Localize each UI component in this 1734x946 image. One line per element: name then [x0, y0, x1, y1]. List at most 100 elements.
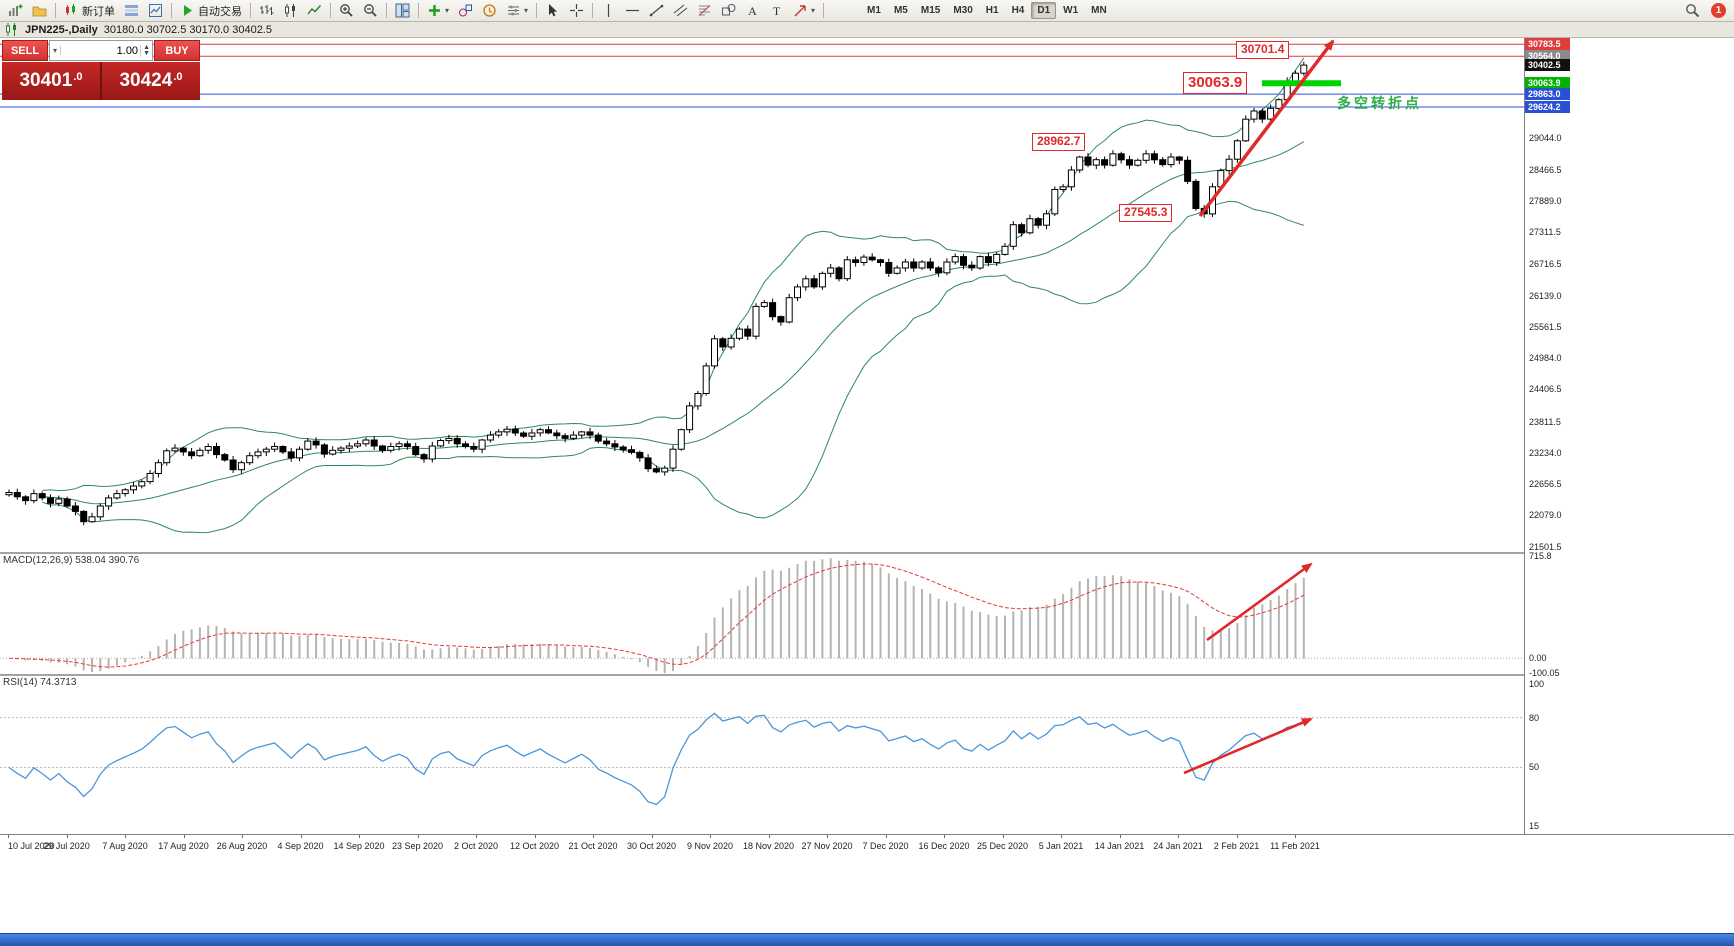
timeframe-m5-button[interactable]: M5 — [888, 2, 914, 19]
time-axis-tick — [8, 835, 9, 838]
volume-input[interactable] — [61, 44, 141, 57]
new-chart-icon — [8, 3, 23, 18]
timeframe-w1-button[interactable]: W1 — [1057, 2, 1084, 19]
toolbar-separator — [592, 3, 594, 18]
toolbar-equidistant-channel-button[interactable] — [669, 1, 692, 20]
time-axis-tick — [768, 835, 770, 838]
price-axis-label: 29044.0 — [1529, 133, 1562, 144]
sell-price-button[interactable]: 30401.0 — [2, 62, 100, 100]
text-icon: A — [745, 3, 760, 18]
price-axis-label: 22656.5 — [1529, 479, 1562, 490]
toolbar-line-chart-button[interactable] — [303, 1, 326, 20]
timeframe-h4-button[interactable]: H4 — [1006, 2, 1031, 19]
volume-increase-icon[interactable]: ▲ — [143, 43, 150, 51]
toolbar-crosshair-button[interactable] — [565, 1, 588, 20]
timeframe-d1-button[interactable]: D1 — [1031, 2, 1057, 19]
dropdown-caret-icon: ▾ — [445, 6, 450, 15]
time-axis-label: 21 Oct 2020 — [568, 841, 618, 851]
equidistant-channel-icon — [673, 3, 688, 18]
price-tag: 29863.0 — [1525, 88, 1570, 101]
panel-splitter[interactable] — [0, 552, 1734, 554]
notification-badge[interactable]: 1 — [1711, 3, 1726, 18]
toolbar-cursor-button[interactable] — [541, 1, 564, 20]
timeframe-m30-button[interactable]: M30 — [947, 2, 978, 19]
time-axis-label: 14 Jan 2021 — [1094, 841, 1145, 851]
macd-canvas[interactable] — [0, 554, 1524, 674]
time-axis-tick — [1295, 835, 1296, 838]
toolbar-shapes-button[interactable] — [717, 1, 740, 20]
toolbar-indicators-button[interactable]: ▾ — [423, 1, 453, 20]
time-axis-tick — [1178, 835, 1179, 838]
toolbar-profiles-button[interactable] — [28, 1, 51, 20]
time-axis-tick — [417, 835, 419, 838]
toolbar-fibonacci-button[interactable] — [693, 1, 716, 20]
time-axis-label: 26 Aug 2020 — [216, 841, 268, 851]
time-axis-label: 4 Sep 2020 — [277, 841, 324, 851]
profiles-icon — [32, 3, 47, 18]
rsi-axis-label: 80 — [1529, 712, 1540, 723]
svg-text:T: T — [773, 4, 781, 18]
chart-window-title-bar: JPN225-,Daily 30180.0 30702.5 30170.0 30… — [0, 22, 1734, 38]
time-axis-label: 29 Jul 2020 — [43, 841, 90, 851]
toolbar-bar-chart-button[interactable] — [255, 1, 278, 20]
toolbar-separator — [823, 3, 825, 18]
symbol-period-label: JPN225-,Daily — [25, 23, 98, 36]
buy-price-button[interactable]: 30424.0 — [102, 62, 200, 100]
toolbar-trendline-button[interactable] — [645, 1, 668, 20]
toolbar-text-label-button[interactable]: T — [765, 1, 788, 20]
toolbar-clock-button[interactable] — [478, 1, 501, 20]
search-button[interactable] — [1681, 1, 1704, 20]
toolbar-zoom-out-button[interactable] — [359, 1, 382, 20]
main-toolbar: 新订单 自动交易 ▾ ▾ A T ▾ M1 M5 M15 M30 H1 H4 D1 W1 MN 1 — [0, 0, 1734, 22]
toolbar-new-order-button[interactable]: 新订单 — [60, 1, 119, 20]
vertical-line-icon — [601, 3, 616, 18]
panel-splitter[interactable] — [0, 674, 1734, 676]
price-chart-canvas[interactable] — [0, 38, 1524, 552]
toolbar-chart-settings-button[interactable]: ▾ — [502, 1, 532, 20]
price-annotation[interactable]: 30701.4 — [1236, 41, 1290, 59]
time-axis-label: 7 Aug 2020 — [102, 841, 148, 851]
price-annotation[interactable]: 28962.7 — [1032, 133, 1086, 151]
time-axis-tick — [944, 835, 945, 838]
arrows-icon — [793, 3, 808, 18]
indicators-icon — [427, 3, 442, 18]
price-axis-label: 28466.5 — [1529, 164, 1562, 175]
toolbar-market-watch-button[interactable] — [144, 1, 167, 20]
toolbar-separator — [536, 3, 538, 18]
toolbar-zoom-in-button[interactable] — [335, 1, 358, 20]
toolbar-arrows-button[interactable]: ▾ — [789, 1, 819, 20]
buy-button[interactable]: BUY — [154, 40, 200, 61]
price-annotation[interactable]: 27545.3 — [1119, 204, 1173, 222]
time-axis-label: 10 Jul 2020 — [8, 841, 55, 851]
timeframe-m15-button[interactable]: M15 — [915, 2, 946, 19]
sell-button[interactable]: SELL — [2, 40, 48, 61]
volume-decrease-icon[interactable]: ▼ — [143, 49, 150, 57]
toolbar-new-chart-button[interactable] — [4, 1, 27, 20]
rsi-canvas[interactable] — [0, 676, 1524, 834]
toolbar-candlestick-chart-button[interactable] — [279, 1, 302, 20]
time-axis-label: 18 Nov 2020 — [742, 841, 795, 851]
toolbar-vertical-line-button[interactable] — [597, 1, 620, 20]
dropdown-caret-icon: ▾ — [524, 6, 529, 15]
time-axis-tick — [476, 835, 477, 838]
timeframe-h1-button[interactable]: H1 — [980, 2, 1005, 19]
macd-indicator-panel: MACD(12,26,9) 538.04 390.76 — [0, 554, 1524, 674]
timeframe-mn-button[interactable]: MN — [1085, 2, 1113, 19]
toolbar-horizontal-line-button[interactable] — [621, 1, 644, 20]
chart-note-text[interactable]: 多空转折点 — [1337, 95, 1422, 111]
price-annotation[interactable]: 30063.9 — [1183, 72, 1248, 94]
toolbar-algo-trading-button[interactable]: 自动交易 — [176, 1, 246, 20]
timeframe-m1-button[interactable]: M1 — [861, 2, 887, 19]
volume-dropdown-icon[interactable]: ▾ — [50, 46, 62, 55]
time-axis-tick — [359, 835, 360, 838]
price-axis-label: 23811.5 — [1529, 416, 1561, 427]
toolbar-tile-windows-button[interactable] — [391, 1, 414, 20]
toolbar-text-button[interactable]: A — [741, 1, 764, 20]
chart-annotations-layer: 30701.4 30063.9 28962.7 27545.3 多空转折点 — [0, 38, 1524, 552]
toolbar-separator — [386, 3, 387, 18]
toolbar-depth-of-market-button[interactable] — [120, 1, 143, 20]
time-axis-label: 7 Dec 2020 — [862, 841, 909, 851]
toolbar-icon-group: 新订单 自动交易 ▾ ▾ A T ▾ — [4, 1, 827, 20]
toolbar-objects-button[interactable] — [454, 1, 477, 20]
price-axis-label: 27311.5 — [1529, 227, 1561, 238]
